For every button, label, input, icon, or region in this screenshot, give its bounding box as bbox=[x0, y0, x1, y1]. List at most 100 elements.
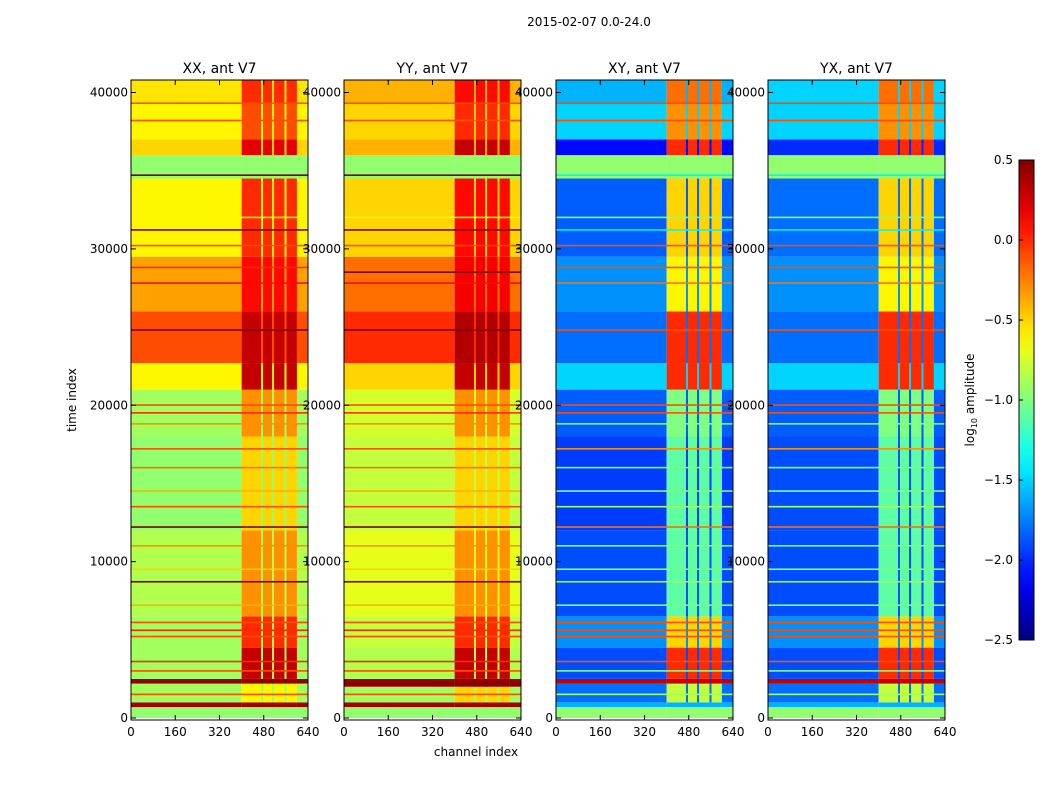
heatmap-cell bbox=[921, 436, 924, 531]
heatmap-cell bbox=[878, 530, 934, 617]
heatmap-cell bbox=[556, 139, 667, 156]
heatmap-cell bbox=[666, 80, 722, 104]
y-tick-label: 30000 bbox=[303, 242, 341, 256]
heatmap-cell bbox=[473, 530, 476, 617]
heatmap-cell bbox=[921, 311, 924, 364]
heatmap-cell bbox=[556, 530, 667, 617]
heatmap-cell bbox=[921, 707, 924, 718]
heatmap-cell bbox=[473, 103, 476, 140]
heatmap-cell bbox=[241, 103, 297, 140]
heatmap-stripe bbox=[131, 505, 308, 508]
heatmap-cell bbox=[272, 155, 275, 179]
heatmap-cell bbox=[485, 530, 488, 617]
heatmap-cell bbox=[921, 647, 924, 679]
heatmap-cell bbox=[260, 683, 263, 703]
heatmap-stripe bbox=[344, 670, 521, 672]
x-tick-label: 320 bbox=[208, 725, 231, 739]
heatmap-cell bbox=[131, 707, 242, 718]
heatmap-stripe bbox=[556, 629, 733, 632]
heatmap-stripe bbox=[768, 102, 945, 105]
heatmap-cell bbox=[344, 256, 455, 312]
heatmap-cell bbox=[666, 436, 722, 531]
heatmap-stripe bbox=[556, 660, 733, 663]
heatmap-cell bbox=[685, 103, 688, 140]
heatmap-cell bbox=[485, 707, 488, 718]
heatmap-stripe bbox=[344, 329, 521, 331]
heatmap-cell bbox=[709, 103, 712, 140]
heatmap-cell bbox=[933, 311, 945, 364]
heatmap-cell bbox=[721, 683, 733, 703]
heatmap-stripe bbox=[344, 448, 521, 450]
heatmap-cell bbox=[721, 678, 733, 684]
heatmap-stripe bbox=[768, 505, 945, 508]
heatmap-cell bbox=[485, 80, 488, 104]
heatmap-cell bbox=[260, 80, 263, 104]
heatmap-cell bbox=[485, 678, 488, 687]
heatmap-stripe bbox=[131, 174, 308, 176]
heatmap-cell bbox=[272, 311, 275, 364]
heatmap-cell bbox=[897, 707, 900, 718]
colorbar-tick-label: −0.5 bbox=[984, 313, 1013, 327]
heatmap-cell bbox=[697, 155, 700, 179]
heatmap-cell bbox=[497, 702, 500, 708]
heatmap-cell bbox=[241, 363, 297, 390]
heatmap-stripe bbox=[131, 244, 308, 247]
heatmap-cell bbox=[685, 363, 688, 390]
heatmap-stripe bbox=[556, 216, 733, 219]
heatmap-cell bbox=[697, 103, 700, 140]
heatmap-stripe bbox=[344, 621, 521, 624]
heatmap-cell bbox=[878, 80, 934, 104]
heatmap-cell bbox=[666, 103, 722, 140]
heatmap-stripe bbox=[131, 282, 308, 284]
heatmap-cell bbox=[921, 80, 924, 104]
heatmap-stripe bbox=[131, 526, 308, 528]
heatmap-cell bbox=[709, 702, 712, 708]
heatmap-cell bbox=[485, 616, 488, 648]
heatmap-stripe bbox=[768, 526, 945, 528]
heatmap-cell bbox=[473, 616, 476, 648]
heatmap-cell bbox=[344, 311, 455, 364]
heatmap-cell bbox=[497, 139, 500, 156]
colorbar-tick-label: −2.0 bbox=[984, 553, 1013, 567]
heatmap-cell bbox=[709, 139, 712, 156]
heatmap-cell bbox=[878, 139, 934, 156]
heatmap-stripe bbox=[131, 423, 308, 425]
heatmap-cell bbox=[344, 103, 455, 140]
heatmap-cell bbox=[344, 530, 455, 617]
heatmap-cell bbox=[296, 155, 308, 179]
heatmap-cell bbox=[721, 363, 733, 390]
heatmap-cell bbox=[909, 139, 912, 156]
heatmap-cell bbox=[454, 363, 510, 390]
heatmap-cell bbox=[296, 311, 308, 364]
heatmap-cell bbox=[921, 683, 924, 703]
heatmap-cell bbox=[666, 530, 722, 617]
heatmap-cell bbox=[721, 707, 733, 718]
heatmap-cell bbox=[296, 616, 308, 648]
heatmap-cell bbox=[685, 311, 688, 364]
heatmap-cell bbox=[131, 683, 242, 703]
heatmap-cell bbox=[260, 363, 263, 390]
heatmap-cell bbox=[909, 707, 912, 718]
heatmap-stripe bbox=[131, 102, 308, 105]
heatmap-stripe bbox=[768, 568, 945, 571]
y-tick-label: 0 bbox=[333, 711, 341, 725]
heatmap-stripe bbox=[556, 329, 733, 331]
heatmap-cell bbox=[296, 530, 308, 617]
heatmap-stripe bbox=[768, 329, 945, 331]
heatmap-cell bbox=[556, 616, 667, 648]
heatmap-stripe bbox=[131, 165, 308, 167]
heatmap-cell bbox=[509, 702, 521, 708]
heatmap-cell bbox=[685, 678, 688, 684]
heatmap-stripe bbox=[556, 448, 733, 450]
heatmap-panel-yx: YX, ant V7 0 160 320 480 640 0 10000 20000 30000 4… bbox=[727, 61, 957, 739]
heatmap-cell bbox=[272, 80, 275, 104]
y-tick-label: 30000 bbox=[727, 242, 765, 256]
heatmap-cell bbox=[556, 256, 667, 312]
heatmap-stripe bbox=[556, 466, 733, 469]
heatmap-cell bbox=[131, 256, 242, 312]
heatmap-cell bbox=[897, 702, 900, 708]
heatmap-cell bbox=[497, 436, 500, 531]
heatmap-cell bbox=[485, 436, 488, 531]
heatmap-cell bbox=[454, 707, 510, 718]
heatmap-cell bbox=[666, 363, 722, 390]
